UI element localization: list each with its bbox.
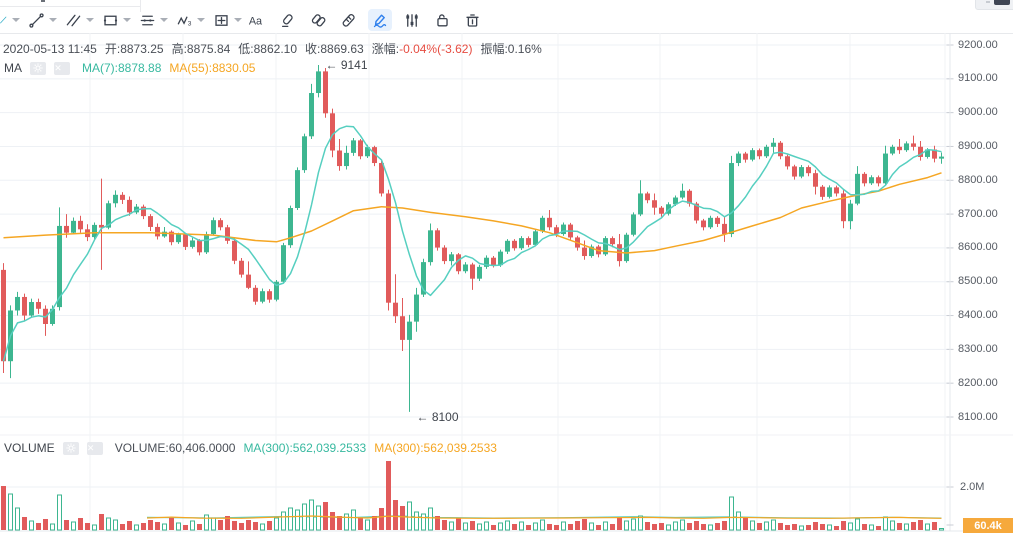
trend-line-icon[interactable] — [26, 9, 46, 31]
top-panel-text-remnant — [41, 0, 45, 2]
volume-ma-orange-line — [146, 515, 942, 519]
ma55-value: MA(55):8830.05 — [169, 61, 256, 75]
price-axis-label: 8400.00 — [958, 309, 998, 322]
lock-icon[interactable] — [432, 9, 452, 31]
change-value: -0.04%(-3.62) — [399, 41, 473, 56]
ohlc-info-bar: 2020-05-13 11:45 开:8873.25 高:8875.84 低:8… — [3, 40, 550, 57]
price-axis-label: 8500.00 — [958, 275, 998, 288]
volume-bars — [1, 461, 944, 531]
price-axis[interactable]: 9200.00 9100.00 9000.00 8900.00 8800.00 8700.… — [958, 0, 1013, 533]
volume-ma-teal-value: MA(300):562,039.2533 — [243, 441, 367, 455]
svg-text:Aa: Aa — [249, 15, 263, 27]
price-annotation[interactable]: ← 9141 — [326, 58, 368, 72]
close-icon: ✕ — [86, 442, 95, 453]
switcher-left-icon — [986, 0, 990, 3]
text-tool-icon[interactable]: Aa — [248, 9, 268, 31]
candlesticks — [1, 64, 944, 412]
pattern-bars-icon[interactable] — [402, 9, 422, 31]
caret-down-icon[interactable] — [49, 18, 57, 22]
price-axis-label: 9200.00 — [958, 38, 998, 51]
top-panel-divider — [140, 0, 141, 12]
gear-icon — [33, 63, 43, 73]
change-label: 涨幅: — [371, 42, 400, 56]
high-value: 高:8875.84 — [171, 42, 231, 56]
ma-indicator-title: MA — [4, 61, 22, 75]
volume-ma-orange-value: MA(300):562,039.2533 — [374, 441, 497, 455]
amplitude-value: 振幅:0.16% — [480, 42, 542, 56]
open-value: 开:8873.25 — [104, 42, 164, 56]
price-axis-label: 8600.00 — [958, 241, 998, 254]
caret-down-icon[interactable] — [197, 18, 205, 22]
eraser-icon[interactable] — [278, 9, 298, 31]
close-value: 收:8869.63 — [305, 42, 364, 56]
price-annotation[interactable]: ← 8100 — [417, 410, 459, 424]
price-axis-label: 8300.00 — [958, 342, 998, 355]
brush-icon[interactable] — [368, 9, 392, 31]
partial-tool-icon[interactable] — [0, 9, 9, 31]
trash-icon[interactable] — [462, 9, 482, 31]
links-icon[interactable] — [308, 9, 328, 31]
volume-indicator-row: VOLUME ✕ VOLUME:60,406.0000 MA(300):562,… — [4, 441, 505, 455]
fib-grid-icon[interactable] — [211, 9, 231, 31]
gear-icon — [66, 443, 76, 453]
volume-axis-label: 2.0M — [960, 481, 985, 493]
price-axis-label: 8900.00 — [958, 139, 998, 152]
caret-down-icon[interactable] — [234, 18, 242, 22]
ma55-line — [3, 172, 942, 254]
volume-value: VOLUME:60,406.0000 — [114, 441, 236, 455]
switcher-active-segment — [994, 0, 1010, 5]
volume-indicator-title: VOLUME — [4, 441, 55, 455]
rectangle-icon[interactable] — [100, 9, 120, 31]
price-axis-label: 8200.00 — [958, 376, 998, 389]
ma-settings-button[interactable] — [30, 61, 46, 75]
ruler-icon[interactable] — [338, 9, 358, 31]
price-axis-label: 8100.00 — [958, 410, 998, 423]
parallel-channel-icon[interactable] — [63, 9, 83, 31]
caret-down-icon[interactable] — [86, 18, 94, 22]
last-volume-badge: 60.4k — [963, 518, 1013, 533]
volume-settings-button[interactable] — [62, 441, 79, 455]
drawing-toolbar: 3 Aa — [0, 7, 490, 33]
caret-down-icon[interactable] — [160, 18, 168, 22]
price-axis-label: 8800.00 — [958, 173, 998, 186]
low-value: 低:8862.10 — [238, 42, 298, 56]
price-axis-label: 9100.00 — [958, 72, 998, 85]
top-panel-edge — [0, 6, 140, 7]
caret-down-icon[interactable] — [12, 18, 20, 22]
close-icon: ✕ — [54, 62, 62, 73]
horizontal-lines-icon[interactable] — [137, 9, 157, 31]
ma-close-button[interactable]: ✕ — [54, 61, 70, 75]
candle-datetime: 2020-05-13 11:45 — [3, 41, 97, 56]
chart-style-switcher[interactable] — [975, 0, 1013, 10]
toolbar-divider — [0, 33, 1013, 34]
volume-close-button[interactable]: ✕ — [86, 441, 103, 455]
gridlines — [0, 33, 1013, 532]
price-axis-label: 8700.00 — [958, 207, 998, 220]
price-axis-label: 9000.00 — [958, 106, 998, 119]
ma7-value: MA(7):8878.88 — [82, 61, 162, 75]
ma-indicator-row: MA ✕ MA(7):8878.88 MA(55):8830.05 — [4, 61, 263, 75]
caret-down-icon[interactable] — [123, 18, 131, 22]
svg-text:3: 3 — [187, 20, 191, 27]
elliott-wave-icon[interactable]: 3 — [174, 9, 194, 31]
ma7-line — [2, 125, 942, 362]
